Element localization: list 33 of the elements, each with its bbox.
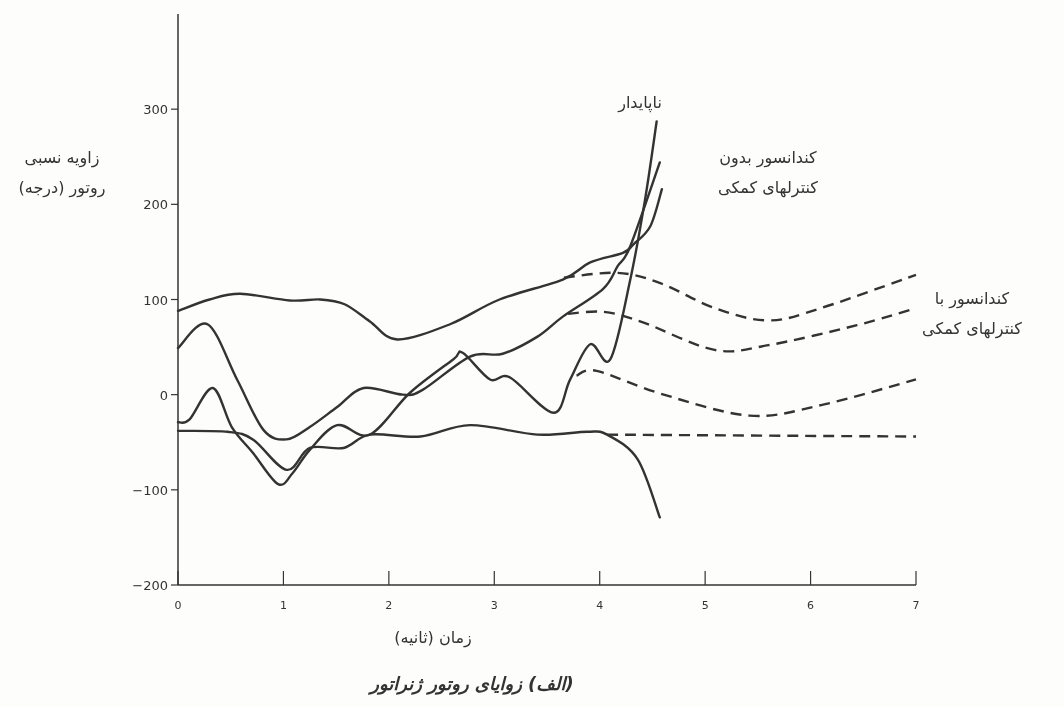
x-tick: 2 [385,570,393,612]
x-tick: 4 [596,570,604,612]
y-tick: 300 [143,102,179,118]
y-tick: 0 [159,387,179,403]
x-tick-label: 7 [912,599,920,612]
x-tick-label: 2 [385,599,393,612]
y-tick-label: 100 [143,292,168,308]
y-tick-label: −100 [132,482,168,498]
text: کندانسور با کنترلهای کمکی [922,289,1023,339]
y-tick-label: 300 [143,102,168,118]
y-tick: −100 [132,482,179,498]
y-tick: 100 [143,292,179,308]
y-tick-label: 200 [143,197,168,213]
line-series [575,368,918,418]
y-tick-label: 0 [159,387,168,403]
x-tick-label: 6 [807,599,815,612]
x-tick: 5 [701,570,709,612]
x-tick: 6 [807,570,815,612]
annotation: کندانسور بدون کنترلهای کمکی [718,148,819,198]
x-tick-label: 5 [701,599,709,612]
y-tick: 200 [143,197,179,213]
x-tick: 7 [912,570,920,612]
x-tick-label: 1 [279,599,287,612]
y-axis-title: زاویه نسبی روتور (درجه) [18,148,106,198]
annotation: ناپایدار [617,93,662,113]
x-axis-title: زمان (ثانیه) [394,628,472,648]
x-tick-label: 4 [596,599,604,612]
x-tick: 1 [279,570,287,612]
x-tick-label: 0 [174,599,182,612]
x-tick: 3 [490,570,498,612]
x-tick-label: 3 [490,599,498,612]
y-tick-label: −200 [132,578,168,593]
text: (الف) زوایای روتور ژنراتور [367,673,574,695]
